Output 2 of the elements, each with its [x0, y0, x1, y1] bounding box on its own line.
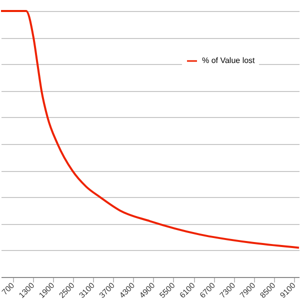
legend-label: % of Value lost	[202, 56, 256, 65]
x-tick-label: 700	[0, 280, 16, 297]
